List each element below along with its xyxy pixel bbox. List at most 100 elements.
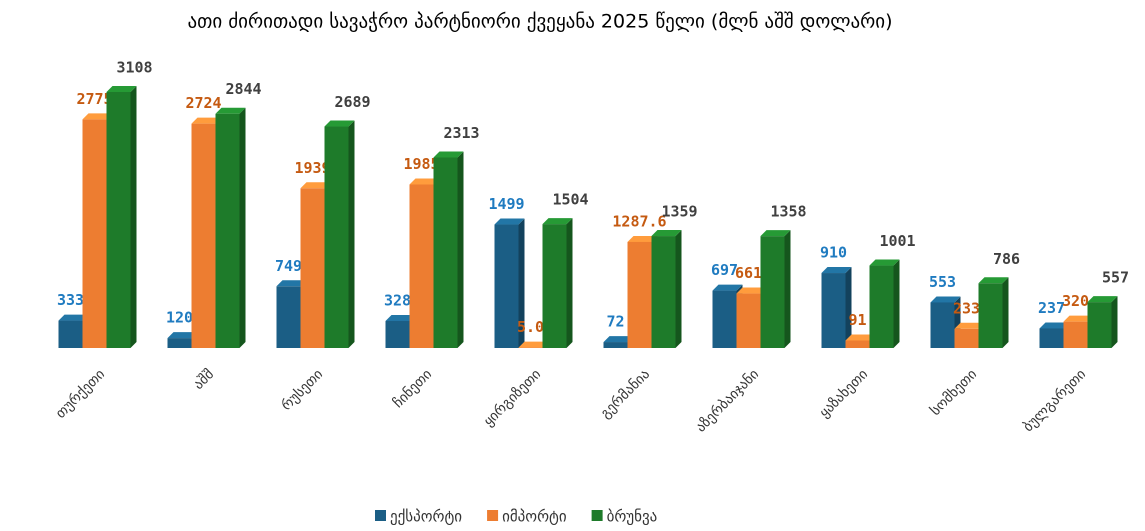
x-tick-label: ბულგარეთი [1020,366,1090,436]
bar-top [324,120,355,127]
bar [191,123,216,349]
bar-side [130,86,137,348]
bar-top [627,235,658,242]
bar-top [1087,296,1118,303]
bar-top [167,332,198,339]
legend-label: იმპორტი [502,508,567,526]
bar [1063,321,1088,348]
value-label: 1939 [294,159,330,177]
bar-side [239,107,246,348]
bar-top [276,280,307,287]
value-label: 328 [384,291,411,309]
bar [1087,302,1112,348]
x-tick-label: ყირგიზეთი [480,366,544,430]
value-label: 697 [711,261,738,279]
bar-top [542,218,573,225]
bar [542,224,567,348]
bar [58,320,83,348]
value-label: 333 [57,291,84,309]
bar-side [1111,296,1118,348]
bar [603,342,628,348]
bar-top [845,334,876,341]
value-label: 910 [820,244,847,262]
bar-top [385,314,416,321]
legend-label: ბრუნვა [607,508,658,526]
value-label: 120 [166,309,193,327]
bar-side [784,230,791,348]
bar-top [433,151,464,158]
legend-swatch [591,510,603,521]
bar-side [457,151,464,348]
bar-side [675,230,682,348]
bar-top [191,117,222,124]
bar-side [845,267,852,348]
value-label: 557 [1102,269,1129,287]
bar-top [869,259,900,266]
bar [712,290,737,348]
bar [845,340,870,348]
legend-swatch [375,510,386,521]
value-label: 2724 [185,94,221,112]
bar-top [409,178,440,185]
value-label: 2689 [334,93,370,111]
bar [954,328,979,348]
value-label: 1001 [879,232,915,250]
value-label: 91 [848,311,866,329]
bar-top [603,336,634,343]
value-label: 553 [929,273,956,291]
bar-top [712,284,743,291]
x-tick-label: რუსეთი [278,366,326,414]
bar [869,265,894,348]
value-label: 2313 [443,124,479,142]
bar [276,286,301,348]
bar-top [930,296,961,303]
value-label: 1287.6 [612,212,666,230]
legend-label: ექსპორტი [390,508,462,526]
bar [106,92,131,348]
bar [821,273,846,348]
bar-top [1039,322,1070,329]
x-tick-label: სომხეთი [927,366,980,419]
bar [760,236,785,348]
bar-top [651,230,682,237]
x-tick-label: გერმანია [597,366,653,422]
value-label: 1358 [770,203,806,221]
value-label: 786 [993,250,1020,268]
bar [215,113,240,348]
value-label: 1359 [661,203,697,221]
bar [385,320,410,348]
bar [409,184,434,348]
value-label: 1985 [403,155,439,173]
bar [930,302,955,348]
x-tick-label: ყაზახეთი [816,366,871,421]
value-label: 72 [606,313,624,331]
value-label: 5.0 [517,318,544,336]
value-label: 320 [1062,292,1089,310]
bar-top [978,277,1009,284]
bar [167,338,192,348]
x-tick-label: აზერბაიჯანი [692,366,762,436]
bar-top [300,182,331,189]
bar [627,241,652,348]
chart-title: ათი ძირითადი სავაჭრო პარტნიორი ქვეყანა 2… [187,11,892,33]
value-label: 237 [1038,299,1065,317]
bar-top [215,107,246,114]
x-tick-label: თურქეთი [52,366,108,422]
bar-side [893,259,900,348]
bar-top [106,86,137,92]
bar-side [518,218,525,348]
value-label: 2844 [225,80,261,98]
bar-top [58,314,89,321]
bar [433,157,458,348]
bar-top [954,322,985,329]
bar-side [1002,277,1009,348]
bar-side [566,218,573,348]
value-label: 1504 [552,191,588,209]
bar-top [82,113,113,120]
bar [494,224,519,348]
value-label: 3108 [116,59,152,77]
value-label: 1499 [488,195,524,213]
x-tick-label: აშშ [191,366,218,393]
bar-top [736,287,767,294]
